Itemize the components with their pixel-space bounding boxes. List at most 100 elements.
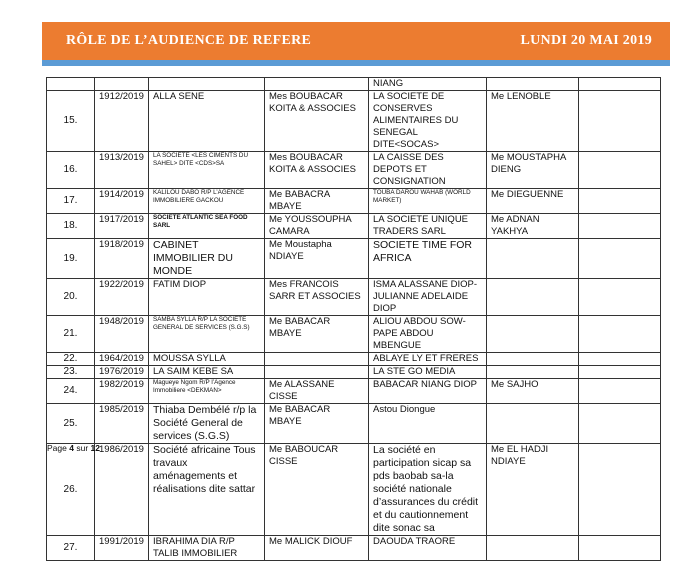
table-row: 24. 1982/2019 Magueye Ngom R/P l’Agence Im… — [46, 378, 661, 404]
cell-party1: KALILOU DABO R/P L’AGENCE IMMOBILIERE GA… — [148, 188, 265, 214]
cell-party1: Magueye Ngom R/P l’Agence Immobiliere <D… — [148, 378, 265, 404]
cell-party2: LA SOCIETE UNIQUE TRADERS SARL — [368, 213, 487, 239]
lawyer2-text: Me LENOBLE — [491, 91, 551, 103]
cell-party1: Thiaba Dembélé r/p la Société General de… — [148, 403, 265, 444]
party1-text: SAMBA SYLLA R/P LA SOCIETE GENERAL DE SE… — [153, 316, 250, 332]
num-text: 18. — [63, 220, 78, 231]
table-row: 23. 1976/2019 LA SAIM KEBE SA LA STE GO MED… — [46, 365, 661, 379]
cell-party2: DAOUDA TRAORE — [368, 535, 487, 561]
table-row: NIANG — [46, 77, 661, 91]
cell-num: 25. — [46, 403, 95, 444]
cell-party1: LA SOCIETE <LES CIMENTS DU SAHEL> DITE <… — [148, 151, 265, 189]
num-text: 16. — [63, 164, 78, 175]
num-text: 17. — [63, 195, 78, 206]
party2-text: Astou Diongue — [373, 404, 436, 416]
cell-party2: LA STE GO MEDIA — [368, 365, 487, 379]
case-text: 1964/2019 — [99, 353, 144, 365]
page-number: 4 — [69, 443, 74, 453]
case-text: 1976/2019 — [99, 366, 144, 378]
cell-party2: TOUBA DAROU WAHAB (WORLD MARKET) — [368, 188, 487, 214]
cell-lawyer1: Me BABACAR MBAYE — [264, 403, 369, 444]
cell-lawyer2 — [486, 365, 579, 379]
lawyer1-text: Me BABACAR MBAYE — [269, 316, 331, 340]
cell-num — [46, 77, 95, 91]
party2-text: TOUBA DAROU WAHAB (WORLD MARKET) — [373, 189, 471, 205]
lawyer1-text: Me BABACAR MBAYE — [269, 404, 331, 428]
party2-text: LA SOCIETE DE CONSERVES ALIMENTAIRES DU … — [373, 91, 459, 151]
cell-num: 21. — [46, 315, 95, 353]
cell-extra — [578, 378, 661, 404]
cell-lawyer2 — [486, 403, 579, 444]
cell-lawyer2: Me DIEGUENNE — [486, 188, 579, 214]
cell-extra — [578, 315, 661, 353]
case-text: 1922/2019 — [99, 279, 144, 291]
cell-party2: La société en participation sicap sa pds… — [368, 443, 487, 536]
cell-case: 1914/2019 — [94, 188, 149, 214]
party2-text: NIANG — [373, 78, 404, 90]
table-row: 15. 1912/2019 ALLA SENE Mes BOUBACAR KOITA … — [46, 90, 661, 152]
cell-party1: FATIM DIOP — [148, 278, 265, 316]
cell-extra — [578, 77, 661, 91]
party1-text: SOCIETE ATLANTIC SEA FOOD SARL — [153, 214, 248, 230]
lawyer2-text: Me ADNAN YAKHYA — [491, 214, 540, 238]
lawyer2-text: Me MOUSTAPHA DIENG — [491, 152, 566, 176]
party1-text: ALLA SENE — [153, 91, 205, 103]
header-stripe — [42, 60, 670, 66]
cell-party1: ALLA SENE — [148, 90, 265, 152]
cell-lawyer2: Me EL HADJI NDIAYE — [486, 443, 579, 536]
cell-extra — [578, 213, 661, 239]
lawyer1-text: Mes BOUBACAR KOITA & ASSOCIES — [269, 91, 356, 115]
num-text: 26. — [63, 483, 78, 495]
cell-extra — [578, 151, 661, 189]
cell-case: 1917/2019 — [94, 213, 149, 239]
cell-lawyer2 — [486, 238, 579, 279]
cell-num: 17. — [46, 188, 95, 214]
cell-party1 — [148, 77, 265, 91]
party2-text: BABACAR NIANG DIOP — [373, 379, 477, 391]
table-row: 27. 1991/2019 IBRAHIMA DIA R/P TALIB IMMOB… — [46, 535, 661, 561]
cell-num: 18. — [46, 213, 95, 239]
cell-lawyer2 — [486, 352, 579, 366]
hearing-date: LUNDI 20 MAI 2019 — [520, 33, 652, 48]
cell-case: 1976/2019 — [94, 365, 149, 379]
cell-party1: MOUSSA SYLLA — [148, 352, 265, 366]
table-row: 22. 1964/2019 MOUSSA SYLLA ABLAYE LY ET FRE… — [46, 352, 661, 366]
cell-case: 1922/2019 — [94, 278, 149, 316]
cell-lawyer2 — [486, 315, 579, 353]
party1-text: LA SOCIETE <LES CIMENTS DU SAHEL> DITE <… — [153, 152, 249, 168]
cell-lawyer2: Me ADNAN YAKHYA — [486, 213, 579, 239]
cell-num: 19. — [46, 238, 95, 279]
party2-text: LA STE GO MEDIA — [373, 366, 456, 378]
page-total: 12 — [90, 443, 100, 453]
num-text: 22. — [63, 353, 78, 365]
party2-text: DAOUDA TRAORE — [373, 536, 456, 548]
cell-extra — [578, 90, 661, 152]
cell-lawyer2: Me MOUSTAPHA DIENG — [486, 151, 579, 189]
cell-case: 1982/2019 — [94, 378, 149, 404]
cell-party1: SOCIETE ATLANTIC SEA FOOD SARL — [148, 213, 265, 239]
cell-extra — [578, 443, 661, 536]
cell-party2: ABLAYE LY ET FRERES — [368, 352, 487, 366]
cell-lawyer2 — [486, 535, 579, 561]
cell-extra — [578, 278, 661, 316]
cell-extra — [578, 352, 661, 366]
cell-party1: SAMBA SYLLA R/P LA SOCIETE GENERAL DE SE… — [148, 315, 265, 353]
party1-text: CABINET IMMOBILIER DU MONDE — [153, 239, 233, 278]
party2-text: SOCIETE TIME FOR AFRICA — [373, 239, 472, 265]
cell-extra — [578, 535, 661, 561]
page-of-label: sur — [76, 443, 89, 453]
cell-lawyer1 — [264, 77, 369, 91]
cell-party2: LA SOCIETE DE CONSERVES ALIMENTAIRES DU … — [368, 90, 487, 152]
lawyer1-text: Me BABOUCAR CISSE — [269, 444, 339, 468]
cell-lawyer1: Mes BOUBACAR KOITA & ASSOCIES — [264, 90, 369, 152]
cell-extra — [578, 403, 661, 444]
case-text: 1982/2019 — [99, 379, 144, 391]
num-text: 21. — [63, 328, 78, 339]
case-text: 1913/2019 — [99, 152, 144, 164]
cell-party1: Société africaine Tous travaux aménageme… — [148, 443, 265, 536]
cell-num: 24. — [46, 378, 95, 404]
hearing-table: NIANG 15. 1912/2019 ALLA SENE Mes BOUBACAR K… — [46, 77, 661, 561]
cell-party2: ISMA ALASSANE DIOP-JULIANNE ADELAIDE DIO… — [368, 278, 487, 316]
case-text: 1991/2019 — [99, 536, 144, 548]
cell-case — [94, 77, 149, 91]
